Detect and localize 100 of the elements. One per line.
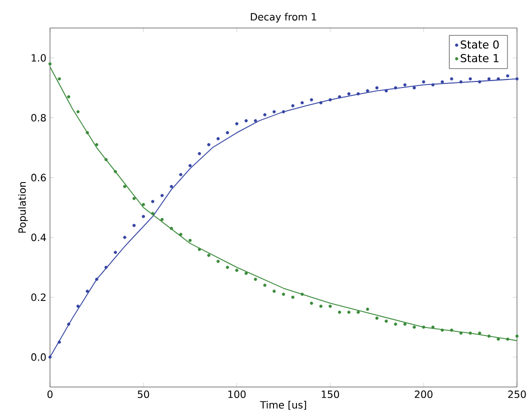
point — [384, 89, 388, 92]
point — [356, 92, 360, 96]
point — [216, 137, 220, 140]
point — [179, 172, 182, 176]
point — [291, 296, 294, 299]
point — [450, 77, 454, 80]
point — [142, 214, 145, 218]
x-tick-label: 50 — [138, 390, 150, 398]
point — [412, 326, 416, 329]
point — [403, 322, 407, 326]
point — [506, 338, 510, 341]
point — [450, 328, 454, 332]
point — [356, 310, 360, 314]
point — [422, 326, 426, 329]
point — [188, 238, 192, 242]
point — [412, 86, 416, 90]
y-tick-label: 0.6 — [31, 174, 46, 182]
point — [76, 304, 80, 308]
point — [347, 310, 350, 314]
point — [431, 326, 435, 329]
point — [226, 266, 230, 269]
point — [170, 226, 174, 230]
point — [198, 248, 202, 251]
y-tick-label: 0.8 — [31, 114, 46, 122]
point — [132, 196, 136, 200]
point — [468, 77, 472, 80]
point — [366, 89, 370, 92]
point — [496, 338, 500, 341]
point — [235, 268, 238, 272]
x-tick-label: 200 — [414, 390, 432, 398]
point — [487, 334, 491, 338]
point — [235, 122, 238, 126]
point — [58, 340, 61, 344]
point — [478, 332, 482, 335]
point — [319, 101, 322, 104]
point — [459, 80, 463, 84]
point — [384, 320, 388, 323]
point — [347, 92, 350, 96]
chart-title: Decay from 1 — [250, 12, 316, 23]
point — [58, 77, 61, 80]
point — [272, 110, 276, 114]
point — [114, 250, 117, 254]
point — [310, 98, 314, 102]
point — [263, 113, 266, 116]
point — [170, 184, 174, 188]
point — [76, 110, 80, 114]
point — [319, 304, 322, 308]
point — [160, 194, 164, 198]
point — [282, 292, 286, 296]
point — [67, 95, 70, 98]
point — [104, 266, 108, 269]
point — [123, 184, 126, 188]
y-tick-label: 0.2 — [31, 293, 46, 302]
legend-label: State 1 — [460, 54, 498, 62]
y-tick-label: 0.0 — [31, 353, 46, 361]
point — [338, 310, 342, 314]
legend-label: State 0 — [460, 40, 499, 49]
point — [216, 260, 220, 263]
point — [95, 143, 98, 146]
point — [207, 254, 210, 257]
point — [310, 302, 314, 305]
point — [422, 80, 426, 84]
point — [338, 95, 342, 98]
y-tick-label: 0.4 — [31, 234, 46, 242]
point — [114, 170, 117, 174]
point — [487, 77, 491, 80]
point — [95, 278, 98, 281]
point — [515, 77, 519, 80]
point — [515, 334, 519, 338]
point — [188, 164, 192, 168]
point — [366, 308, 370, 311]
point — [440, 328, 444, 332]
point — [506, 74, 510, 78]
x-tick-label: 150 — [322, 390, 340, 398]
y-axis-title: Population — [18, 182, 28, 233]
point — [244, 119, 248, 122]
point — [375, 86, 378, 90]
x-tick-label: 0 — [47, 390, 53, 398]
point — [282, 110, 286, 114]
point — [459, 332, 463, 335]
point — [478, 80, 482, 84]
point — [151, 212, 154, 216]
point — [48, 355, 52, 359]
point — [207, 143, 210, 146]
x-tick-label: 100 — [228, 390, 246, 398]
point — [496, 77, 500, 80]
point — [300, 101, 304, 104]
point — [226, 131, 230, 134]
point — [198, 152, 202, 156]
point — [291, 104, 294, 108]
point — [328, 98, 332, 102]
point — [254, 278, 258, 281]
point — [468, 332, 472, 335]
point — [132, 224, 136, 228]
point — [254, 119, 258, 122]
point — [160, 218, 164, 222]
point — [151, 200, 154, 204]
x-tick-label: 250 — [508, 390, 526, 398]
point — [300, 292, 304, 296]
point — [104, 158, 108, 162]
